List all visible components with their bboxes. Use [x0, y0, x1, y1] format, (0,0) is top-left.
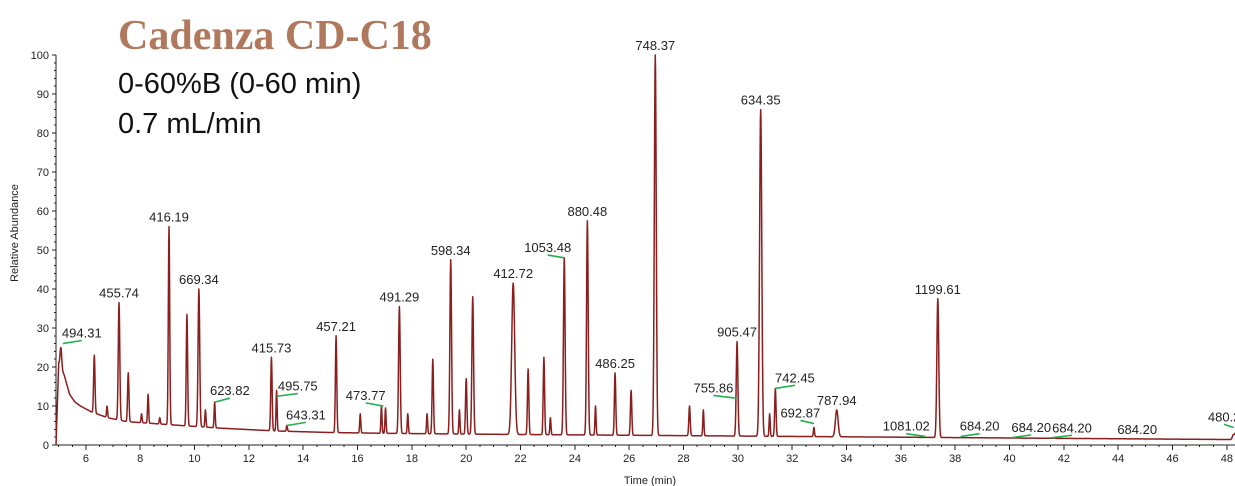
y-tick-label: 40 [37, 284, 49, 296]
peak-mz-label: 473.77 [346, 388, 386, 403]
chart-title: Cadenza CD-C18 [118, 13, 432, 59]
y-tick-label: 90 [37, 89, 49, 101]
x-tick-label: 38 [949, 453, 961, 465]
peak-mz-label: 669.34 [179, 272, 219, 287]
peak-leader-line [365, 402, 384, 407]
peak-leader-line [286, 421, 307, 427]
peak-annotations: 494.31 455.74 416.19 669.34 623.82 415.73 495.… [62, 38, 1235, 439]
tick-marks: 0 10 20 30 40 50 60 70 80 90 100 6 8 10 12 14 16 18 20 22 24… [31, 50, 1233, 465]
peak-mz-label: 684.20 [1052, 420, 1092, 435]
x-tick-label: 14 [297, 453, 309, 465]
x-tick-label: 32 [786, 453, 798, 465]
peak-mz-label: 598.34 [431, 243, 471, 258]
peak-mz-label: 412.72 [493, 266, 533, 281]
peak-leader-line [775, 384, 796, 390]
peak-mz-label: 491.29 [379, 290, 419, 305]
peak-leader-line [62, 339, 82, 345]
peak-mz-label: 416.19 [149, 210, 189, 225]
subtitle-gradient: 0-60%B (0-60 min) [118, 68, 361, 100]
peak-leader-line [1050, 434, 1073, 439]
peak-leader-line [800, 419, 815, 425]
x-tick-label: 24 [569, 453, 581, 465]
peak-mz-label: 480.2 [1208, 409, 1235, 424]
peak-leader-line [1223, 423, 1234, 429]
y-tick-label: 80 [37, 128, 49, 140]
x-tick-label: 48 [1221, 453, 1233, 465]
x-tick-label: 34 [840, 453, 852, 465]
peak-mz-label: 880.48 [567, 204, 607, 219]
x-tick-label: 44 [1112, 453, 1124, 465]
x-tick-label: 30 [732, 453, 744, 465]
y-tick-label: 70 [37, 167, 49, 179]
y-tick-label: 20 [37, 362, 49, 374]
peak-mz-label: 787.94 [817, 393, 857, 408]
peak-mz-label: 643.31 [286, 407, 326, 422]
x-tick-label: 12 [243, 453, 255, 465]
y-tick-label: 50 [37, 245, 49, 257]
x-tick-label: 28 [677, 453, 689, 465]
peak-mz-label: 755.86 [694, 380, 734, 395]
x-tick-label: 46 [1166, 453, 1178, 465]
x-tick-label: 16 [351, 453, 363, 465]
x-tick-label: 36 [895, 453, 907, 465]
peak-leader-line [276, 392, 298, 398]
y-axis-label: Relative Abundance [9, 184, 21, 282]
peak-mz-label: 1053.48 [524, 240, 571, 255]
peak-mz-label: 495.75 [278, 379, 318, 394]
x-axis-label: Time (min) [624, 475, 676, 486]
x-tick-label: 42 [1058, 453, 1070, 465]
peak-mz-label: 623.82 [210, 383, 250, 398]
peak-mz-label: 692.87 [780, 405, 820, 420]
x-tick-label: 26 [623, 453, 635, 465]
x-tick-label: 40 [1003, 453, 1015, 465]
y-tick-label: 10 [37, 401, 49, 413]
peak-mz-label: 1199.61 [915, 282, 961, 297]
peak-mz-label: 684.20 [1011, 420, 1051, 435]
peak-mz-label: 742.45 [775, 370, 815, 385]
chromatogram-trace [55, 54, 1235, 446]
x-tick-label: 8 [137, 453, 143, 465]
peak-mz-label: 455.74 [99, 286, 139, 301]
x-tick-label: 18 [406, 453, 418, 465]
x-tick-label: 10 [188, 453, 200, 465]
peak-leader-line [713, 394, 737, 399]
peak-leader-line [906, 432, 926, 438]
x-tick-label: 6 [83, 453, 89, 465]
peak-mz-label: 684.20 [1117, 422, 1157, 437]
trace-layer [55, 54, 1235, 446]
peak-mz-label: 486.25 [595, 356, 635, 371]
subtitle-flow-rate: 0.7 mL/min [118, 108, 261, 140]
peak-mz-label: 748.37 [635, 38, 675, 53]
peak-mz-label: 684.20 [960, 419, 1000, 434]
peak-mz-label: 905.47 [717, 325, 757, 340]
peak-leader-line [214, 397, 231, 403]
y-tick-label: 0 [43, 440, 49, 452]
peak-leader-line [547, 254, 565, 259]
peak-mz-label: 457.21 [316, 319, 356, 334]
peak-mz-label: 634.35 [741, 93, 781, 108]
y-tick-label: 100 [31, 50, 49, 62]
y-tick-label: 60 [37, 206, 49, 218]
peak-mz-label: 415.73 [252, 340, 292, 355]
x-tick-label: 20 [460, 453, 472, 465]
peak-leader-line [960, 432, 980, 438]
y-tick-label: 30 [37, 323, 49, 335]
x-tick-label: 22 [514, 453, 526, 465]
peak-mz-label: 494.31 [62, 325, 102, 340]
peak-leader-line [1012, 434, 1032, 439]
peak-mz-label: 1081.02 [883, 419, 930, 434]
